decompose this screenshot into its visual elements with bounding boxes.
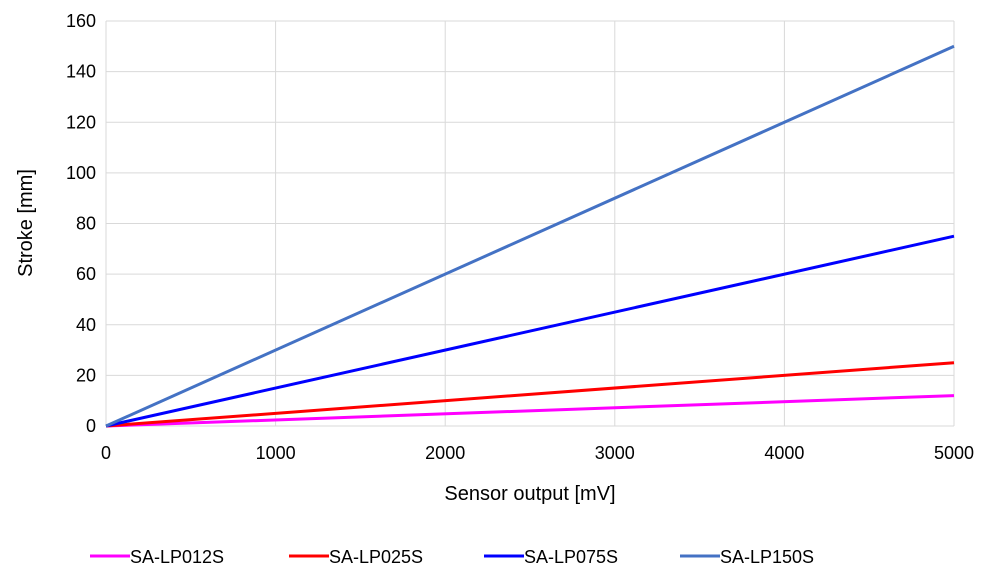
x-tick-label-1000: 1000 <box>256 443 296 463</box>
x-tick-label-3000: 3000 <box>595 443 635 463</box>
x-tick-label-2000: 2000 <box>425 443 465 463</box>
x-axis-title: Sensor output [mV] <box>444 483 615 505</box>
y-tick-label-160: 160 <box>66 11 96 31</box>
legend-label-SA-LP150S: SA-LP150S <box>720 547 814 567</box>
y-tick-label-80: 80 <box>76 214 96 234</box>
y-tick-label-100: 100 <box>66 163 96 183</box>
series-line-SA-LP012S <box>105 394 955 428</box>
x-tick-label-0: 0 <box>101 443 111 463</box>
y-tick-labels: 0 20 40 60 80 100 120 140 160 <box>66 11 96 436</box>
x-tick-label-4000: 4000 <box>764 443 804 463</box>
series-line-SA-LP075S <box>105 234 955 428</box>
legend-label-SA-LP012S: SA-LP012S <box>130 547 224 567</box>
y-tick-label-120: 120 <box>66 112 96 132</box>
grid <box>105 20 955 427</box>
series-line-SA-LP150S <box>105 44 955 428</box>
legend: SA-LP012S SA-LP025S SA-LP075S SA-LP150S <box>90 547 814 567</box>
y-tick-label-60: 60 <box>76 264 96 284</box>
series-line-SA-LP025S <box>105 361 955 428</box>
y-axis-title: Stroke [mm] <box>15 169 37 277</box>
legend-label-SA-LP075S: SA-LP075S <box>524 547 618 567</box>
y-tick-label-140: 140 <box>66 62 96 82</box>
x-tick-labels: 0 1000 2000 3000 4000 5000 <box>101 443 974 463</box>
legend-label-SA-LP025S: SA-LP025S <box>329 547 423 567</box>
series-lines <box>105 44 955 428</box>
y-tick-label-20: 20 <box>76 365 96 385</box>
y-tick-label-0: 0 <box>86 416 96 436</box>
x-tick-label-5000: 5000 <box>934 443 974 463</box>
y-tick-label-40: 40 <box>76 315 96 335</box>
